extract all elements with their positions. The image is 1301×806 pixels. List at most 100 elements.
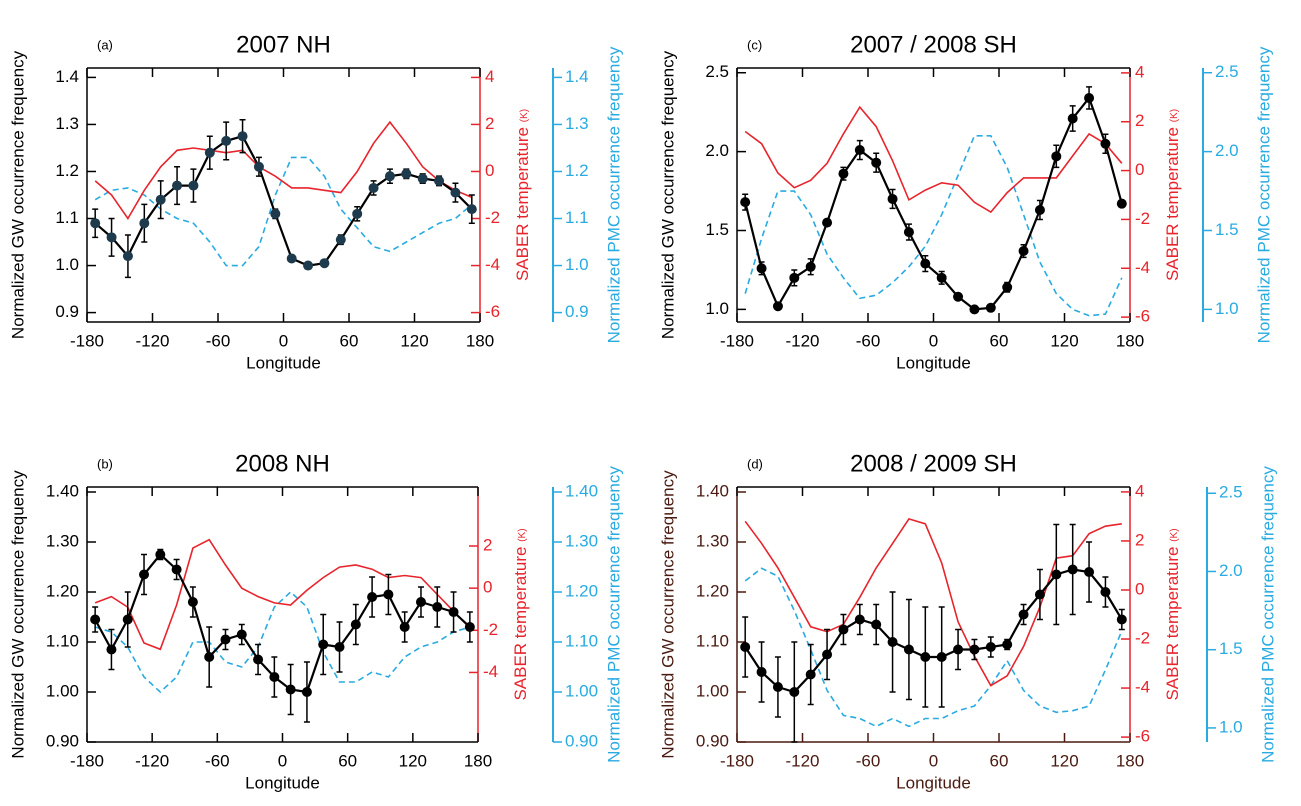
gw-marker — [285, 684, 296, 695]
y2-tick-label: -4 — [483, 662, 498, 681]
gw-marker — [969, 304, 980, 315]
y2-tick-label: -6 — [485, 302, 500, 321]
gw-marker — [432, 602, 443, 612]
gw-marker — [822, 217, 833, 228]
gw-marker — [838, 624, 849, 635]
gw-marker — [936, 272, 947, 283]
y-tick-label: 1.1 — [55, 208, 79, 227]
gw-marker — [756, 667, 767, 677]
saber-line — [744, 517, 1122, 687]
chart-title: 2007 / 2008 SH — [850, 31, 1017, 58]
y2-tick-label: -4 — [1135, 258, 1150, 277]
gw-marker — [1018, 609, 1029, 620]
pmc-line — [744, 567, 1123, 728]
pmc-line — [94, 590, 471, 694]
y2-axis-label-text: SABER temperature — [1163, 127, 1182, 281]
y-tick-label: 1.30 — [46, 531, 79, 550]
gw-marker — [106, 644, 117, 655]
y-tick-label: 1.2 — [55, 161, 79, 180]
gw-marker — [920, 652, 931, 662]
gw-marker — [122, 251, 133, 262]
x-tick-label: -120 — [785, 751, 819, 770]
gw-marker — [90, 614, 101, 625]
gw-marker — [1051, 569, 1062, 580]
gw-marker — [953, 291, 964, 302]
gw-marker — [303, 260, 314, 271]
gw-marker — [920, 258, 931, 269]
x-tick-label: -60 — [206, 331, 231, 350]
x-tick-label: -120 — [135, 751, 169, 770]
gw-marker — [789, 687, 800, 697]
x-tick-label: -180 — [70, 751, 104, 770]
gw-marker — [237, 131, 248, 142]
gw-marker — [319, 258, 330, 269]
y2-tick-label: 0 — [1135, 160, 1144, 179]
gw-marker — [399, 622, 410, 632]
x-tick-label: 120 — [399, 751, 427, 770]
gw-marker — [236, 629, 247, 640]
gw-marker — [253, 161, 264, 172]
x-axis-label: Longitude — [896, 353, 971, 372]
panel-label: (c) — [747, 37, 762, 52]
y3-tick-label: 1.40 — [565, 481, 598, 500]
gw-marker — [318, 639, 329, 650]
y3-axis-label: Normalized PMC occurrence frequency — [1254, 46, 1273, 343]
gw-marker — [383, 589, 394, 600]
x-tick-label: 120 — [400, 331, 428, 350]
gw-marker — [871, 619, 882, 630]
y3-tick-label: 2.0 — [1219, 561, 1243, 580]
gw-marker — [903, 644, 914, 655]
gw-marker — [204, 147, 215, 158]
gw-marker — [221, 135, 232, 146]
y2-tick-label: 2 — [1135, 530, 1144, 549]
gw-marker — [1002, 639, 1013, 650]
y2-tick-label: 2 — [1135, 111, 1144, 130]
gw-marker — [448, 607, 459, 617]
y-axis-label: Normalized GW occurrence frequency — [8, 50, 27, 339]
gw-marker — [90, 218, 101, 229]
saber-line — [94, 120, 473, 220]
y-tick-label: 2.0 — [705, 141, 729, 160]
y2-axis-unit: (K) — [1169, 528, 1180, 541]
y2-tick-label: -2 — [483, 620, 498, 639]
y3-tick-label: 1.5 — [1215, 220, 1239, 239]
gw-marker — [204, 652, 215, 662]
gw-marker — [286, 253, 297, 264]
gw-marker — [122, 614, 133, 625]
y2-tick-label: -2 — [1135, 209, 1150, 228]
y3-tick-label: 2.5 — [1219, 483, 1243, 502]
y2-axis-unit: (K) — [1169, 109, 1180, 122]
y2-axis-label: SABER temperature (K) — [511, 528, 530, 700]
x-tick-label: 180 — [466, 331, 494, 350]
gw-marker — [1100, 138, 1111, 149]
y2-axis-label: SABER temperature (K) — [513, 109, 532, 281]
y-tick-label: 1.10 — [46, 631, 79, 650]
gw-marker — [367, 592, 378, 602]
gw-marker — [1116, 198, 1127, 209]
x-tick-label: -60 — [856, 331, 881, 350]
y2-axis-label: SABER temperature (K) — [1163, 109, 1182, 281]
gw-marker — [1002, 282, 1013, 293]
gw-marker — [270, 208, 281, 219]
gw-marker — [187, 597, 198, 607]
gw-marker — [301, 687, 312, 697]
gw-marker — [772, 682, 783, 692]
y-axis-label: Normalized GW occurrence frequency — [8, 470, 27, 759]
x-axis-label: Longitude — [896, 773, 971, 792]
gw-marker — [1084, 567, 1095, 577]
gw-marker — [253, 654, 264, 665]
y3-tick-label: 0.90 — [565, 731, 598, 750]
gw-marker — [1051, 151, 1062, 162]
x-tick-label: -180 — [720, 331, 754, 350]
panel-label: (a) — [97, 37, 113, 52]
gw-marker — [417, 173, 428, 184]
pmc-line — [94, 156, 473, 267]
gw-marker — [352, 208, 363, 219]
x-tick-label: 0 — [278, 751, 287, 770]
gw-marker — [415, 597, 426, 607]
gw-marker — [335, 234, 346, 245]
gw-marker — [838, 168, 849, 179]
y2-tick-label: -6 — [1135, 307, 1150, 326]
saber-line — [94, 538, 471, 651]
y3-tick-label: 1.0 — [1219, 717, 1243, 736]
